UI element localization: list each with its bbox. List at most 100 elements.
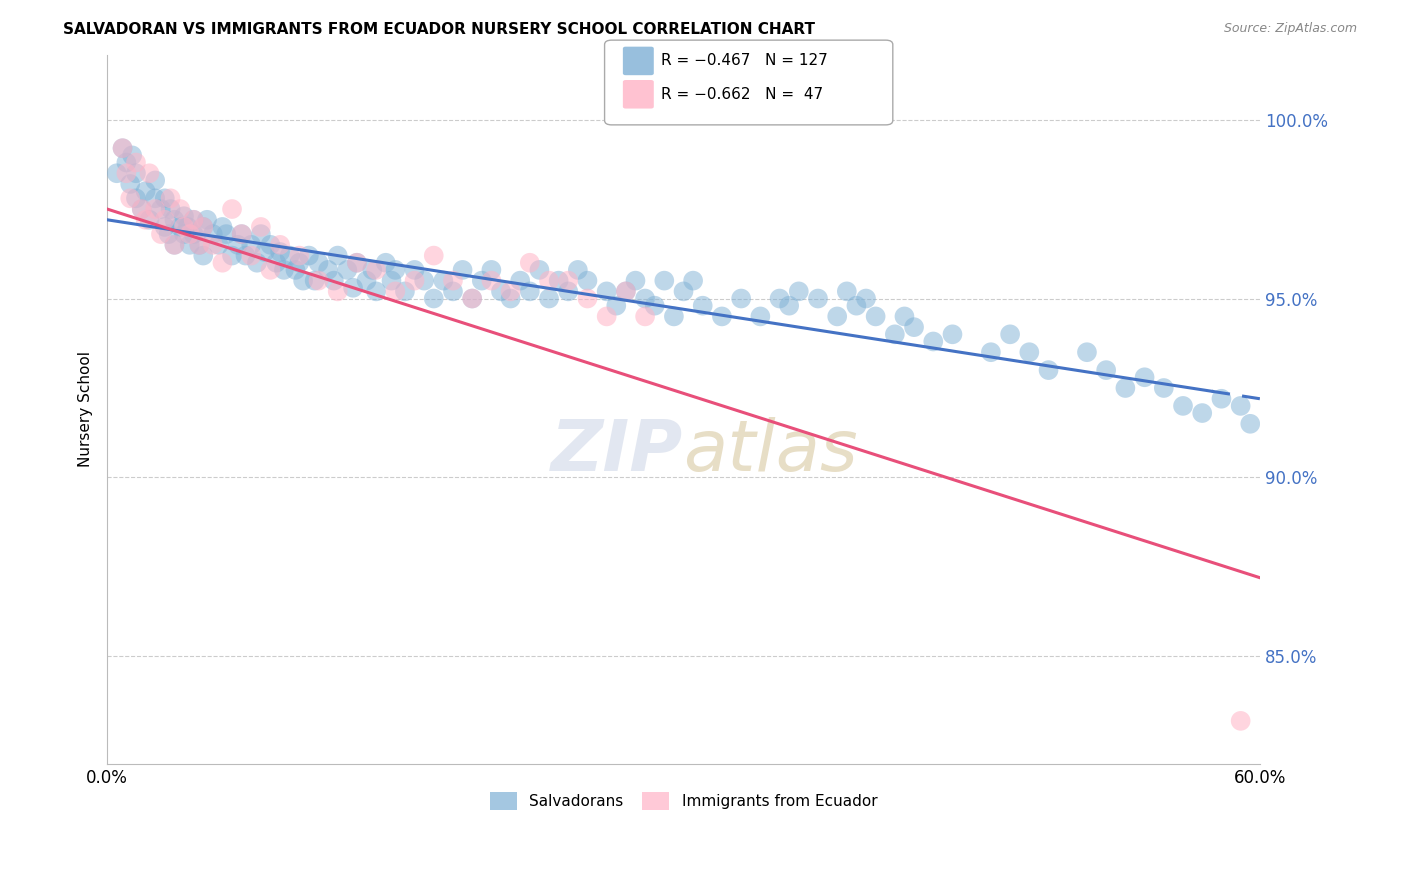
Point [125, 166, 148, 180]
Point [288, 256, 311, 270]
Point [138, 166, 160, 180]
Point [149, 227, 172, 241]
Point [177, 219, 200, 234]
Point [105, 166, 128, 180]
Point [922, 334, 945, 349]
Point [308, 256, 330, 270]
Point [131, 202, 153, 216]
Text: SALVADORAN VS IMMIGRANTS FROM ECUADOR NURSERY SCHOOL CORRELATION CHART: SALVADORAN VS IMMIGRANTS FROM ECUADOR NU… [63, 22, 815, 37]
Point [157, 227, 180, 241]
Point [211, 256, 233, 270]
Point [692, 299, 714, 313]
Y-axis label: Nursery School: Nursery School [79, 351, 93, 467]
Point [346, 256, 368, 270]
Point [441, 274, 464, 288]
Point [221, 202, 243, 216]
Point [159, 202, 181, 216]
Point [173, 209, 195, 223]
Point [183, 227, 205, 241]
Point [183, 212, 205, 227]
Point [1229, 399, 1251, 413]
Text: ZIP: ZIP [551, 417, 683, 486]
Point [614, 285, 637, 299]
Point [1114, 381, 1136, 395]
Point [941, 327, 963, 342]
Point [153, 219, 176, 234]
Point [835, 285, 858, 299]
Point [207, 237, 229, 252]
Point [253, 245, 276, 260]
Point [479, 274, 502, 288]
Point [159, 191, 181, 205]
Point [269, 237, 291, 252]
Point [231, 227, 253, 241]
Point [807, 292, 830, 306]
Point [461, 292, 484, 306]
Point [292, 274, 315, 288]
Point [519, 256, 541, 270]
Point [125, 155, 148, 169]
Point [509, 274, 531, 288]
Point [374, 256, 396, 270]
Point [183, 212, 205, 227]
Point [273, 263, 295, 277]
Point [710, 310, 733, 324]
Point [499, 292, 522, 306]
Point [662, 310, 685, 324]
Point [749, 310, 772, 324]
Point [250, 219, 273, 234]
Point [634, 310, 657, 324]
Point [479, 263, 502, 277]
Point [169, 202, 191, 216]
Point [179, 227, 201, 241]
Point [576, 292, 599, 306]
Point [855, 292, 877, 306]
Point [537, 292, 560, 306]
Point [1229, 714, 1251, 728]
Point [672, 285, 695, 299]
Point [336, 263, 359, 277]
Point [423, 292, 446, 306]
Point [240, 237, 263, 252]
Point [138, 212, 160, 227]
Text: R = −0.662   N =  47: R = −0.662 N = 47 [661, 87, 823, 102]
Point [259, 263, 281, 277]
Point [143, 191, 166, 205]
Point [624, 274, 647, 288]
Point [316, 263, 339, 277]
Point [264, 256, 287, 270]
Point [451, 263, 474, 277]
Point [614, 285, 637, 299]
Point [308, 274, 330, 288]
Text: R = −0.467   N = 127: R = −0.467 N = 127 [661, 54, 828, 69]
Point [1133, 370, 1156, 384]
Point [201, 227, 224, 241]
Point [342, 281, 364, 295]
Point [998, 327, 1021, 342]
Point [326, 285, 349, 299]
Point [404, 263, 426, 277]
Point [173, 219, 195, 234]
Point [529, 263, 551, 277]
Point [595, 285, 617, 299]
Point [366, 285, 388, 299]
Point [259, 237, 281, 252]
Point [143, 202, 166, 216]
Point [201, 237, 224, 252]
Point [111, 141, 134, 155]
Point [567, 263, 589, 277]
Point [576, 274, 599, 288]
Point [394, 285, 416, 299]
Point [547, 274, 569, 288]
Point [179, 237, 201, 252]
Point [980, 345, 1002, 359]
Point [322, 274, 344, 288]
Point [605, 299, 627, 313]
Point [1038, 363, 1060, 377]
Point [519, 285, 541, 299]
Point [215, 227, 238, 241]
Point [865, 310, 887, 324]
Point [634, 292, 657, 306]
Point [413, 274, 436, 288]
Point [226, 237, 249, 252]
